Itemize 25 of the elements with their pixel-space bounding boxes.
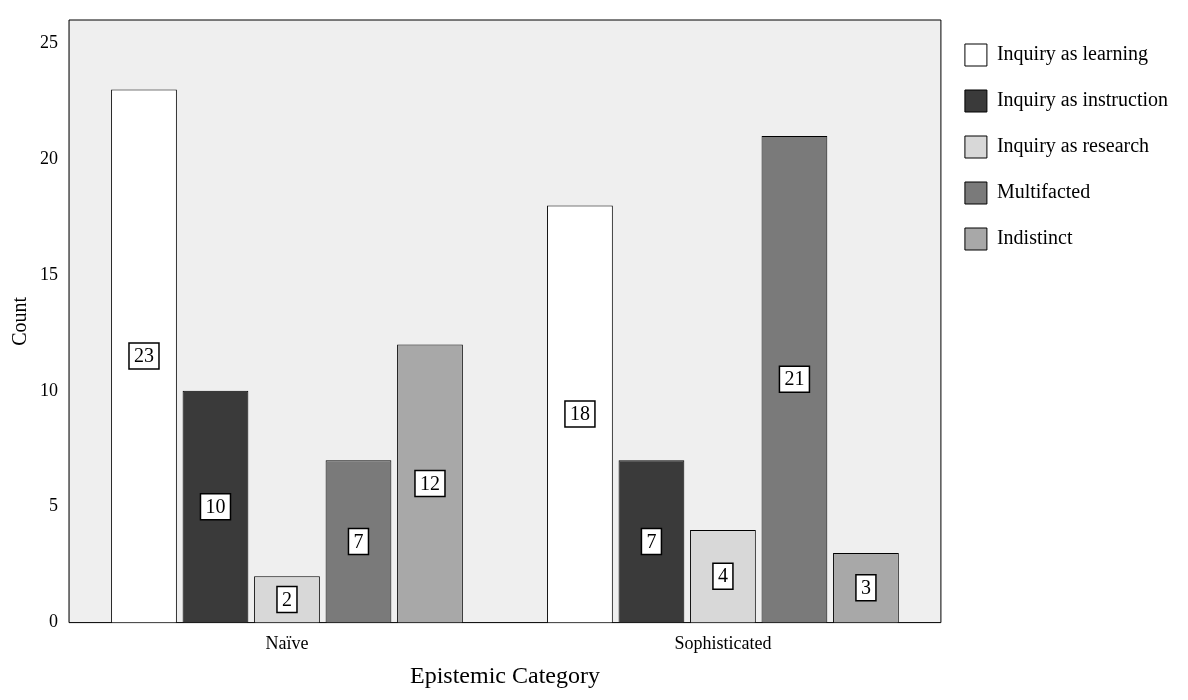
data-label: 4 — [717, 564, 728, 587]
y-tick-label: 15 — [40, 263, 58, 284]
legend-label: Multifacted — [996, 180, 1091, 203]
data-label: 7 — [353, 529, 364, 552]
x-axis-title: Epistemic Category — [409, 661, 600, 688]
x-tick-label: Naïve — [265, 633, 309, 654]
data-label: 3 — [860, 576, 871, 599]
data-label: 21 — [784, 367, 805, 390]
data-label: 18 — [569, 402, 590, 425]
data-label: 12 — [419, 471, 440, 494]
y-tick-label: 10 — [40, 379, 58, 400]
data-label: 7 — [646, 529, 657, 552]
data-label: 2 — [281, 587, 292, 610]
y-tick-label: 5 — [49, 495, 58, 516]
legend-label: Inquiry as instruction — [996, 88, 1169, 112]
legend-label: Indistinct — [996, 226, 1073, 249]
y-tick-label: 0 — [49, 611, 58, 632]
y-axis-title: Count — [8, 296, 31, 346]
y-tick-label: 20 — [40, 147, 58, 168]
data-label: 10 — [205, 494, 226, 517]
data-label: 23 — [133, 344, 154, 367]
x-tick-label: Sophisticated — [674, 633, 772, 654]
legend-label: Inquiry as learning — [996, 42, 1148, 66]
y-tick-label: 25 — [40, 31, 58, 52]
legend-label: Inquiry as research — [996, 134, 1150, 158]
